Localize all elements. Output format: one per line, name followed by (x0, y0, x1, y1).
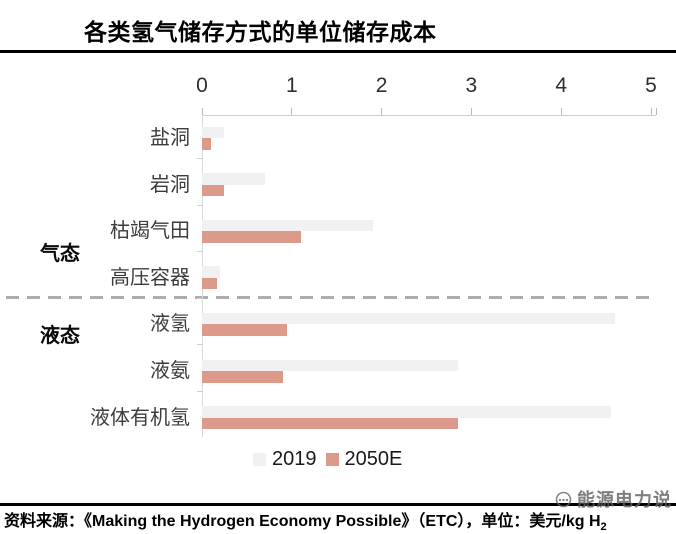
x-axis-tick-label: 2 (375, 74, 388, 97)
x-axis-tick (560, 108, 562, 115)
y-axis-separator-tick (197, 391, 202, 392)
bar-2019 (202, 219, 373, 232)
legend-item-2019: 2019 (253, 448, 317, 470)
unit-subscript: 2 (600, 521, 607, 534)
x-axis-tick-label: 3 (465, 74, 478, 97)
x-axis-tick (650, 108, 652, 115)
x-axis-tick (470, 108, 472, 115)
bar-2019 (202, 173, 265, 185)
y-axis-separator-tick (197, 158, 202, 159)
y-axis-separator-tick (197, 204, 202, 206)
energy-power-logo-icon (555, 491, 572, 507)
legend-label: 2019 (272, 448, 317, 470)
bar-2019 (202, 359, 458, 371)
x-axis-tick-label: 4 (555, 74, 568, 97)
category-label: 岩洞 (150, 173, 190, 196)
y-axis-separator-tick (197, 344, 202, 346)
category-label: 枯竭气田 (110, 220, 190, 243)
x-axis-tick (201, 108, 203, 115)
legend: 2019 2050E (253, 448, 402, 470)
group-label-liquid: 液态 (40, 325, 80, 347)
x-axis-tick-label: 1 (285, 74, 298, 97)
bar-2019 (202, 266, 220, 278)
x-axis-line (202, 115, 656, 116)
y-axis-separator-tick (197, 297, 202, 299)
bar-2050e (202, 324, 288, 336)
bar-2050e (202, 231, 301, 243)
category-label: 液氨 (150, 360, 190, 382)
watermark-label: 能源电力说 (577, 490, 672, 510)
x-axis-tick-label: 0 (196, 74, 208, 97)
y-axis-separator-tick (197, 251, 202, 253)
legend-swatch-2019 (253, 452, 266, 466)
legend-swatch-2050e (325, 452, 339, 466)
legend-label: 2050E (344, 448, 403, 470)
footer-divider (0, 503, 676, 506)
category-label: 液体有机氢 (90, 406, 190, 429)
category-label: 盐洞 (150, 127, 190, 149)
x-axis-tick (655, 108, 657, 115)
bar-2050e (202, 417, 458, 430)
legend-item-2050e: 2050E (325, 448, 403, 470)
category-label: 液氢 (150, 313, 190, 336)
title-divider (0, 50, 676, 53)
bar-2050e (202, 138, 211, 150)
bar-2019 (202, 406, 611, 418)
source-note: 资料来源：《Making the Hydrogen Economy Possib… (4, 507, 672, 533)
x-axis-tick (291, 108, 293, 115)
chart-title: 各类氢气储存方式的单位储存成本 (84, 19, 437, 45)
source-text: 资料来源：《Making the Hydrogen Economy Possib… (4, 513, 601, 530)
x-axis-tick-label: 5 (645, 74, 657, 97)
bar-2050e (202, 277, 218, 290)
x-axis-tick (381, 108, 383, 115)
bar-2019 (202, 126, 225, 138)
watermark: 能源电力说 (555, 486, 672, 512)
group-label-gas: 气态 (40, 243, 80, 265)
gas-liquid-divider-dashed-line (6, 296, 656, 299)
bar-2050e (202, 184, 225, 197)
category-label: 高压容器 (110, 266, 190, 289)
bar-2050e (202, 371, 283, 383)
bar-2019 (202, 312, 616, 325)
